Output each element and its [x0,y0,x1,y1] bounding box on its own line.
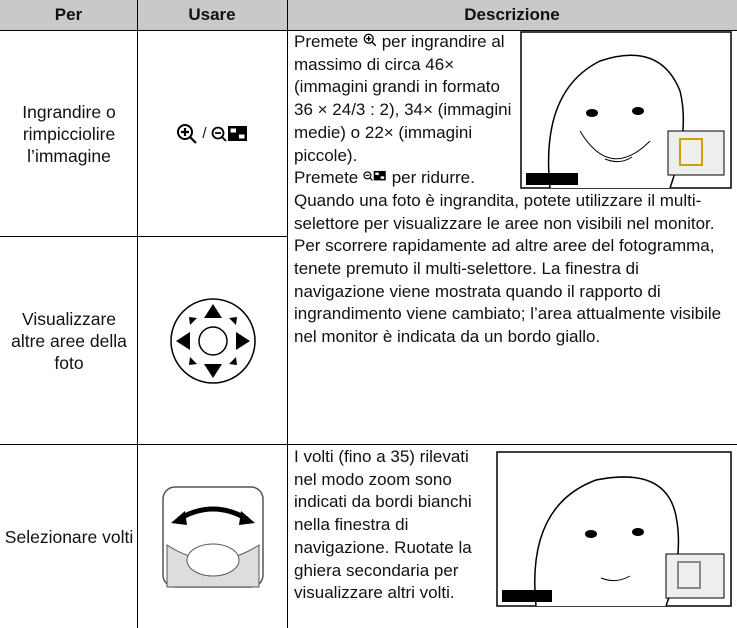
column-line [137,0,138,628]
text: per ridurre. Quando una foto è ingrandit… [294,168,722,347]
row-per: Selezionare volti [4,526,134,547]
separator: / [202,124,207,142]
header-usare: Usare [188,5,236,24]
zoom-in-icon [177,123,198,144]
row-usare [138,237,287,444]
header-descrizione: Descrizione [464,5,560,24]
row-line [0,236,287,237]
zoom-illustration [520,31,732,189]
description: Premete per ingrandire al massimo di cir… [294,31,732,349]
command-dial-icon [161,485,264,588]
row-line [0,444,737,445]
multi-selector-icon [169,297,256,384]
text: per ingrandire al massimo di circa 46× (… [294,32,512,165]
zoom-in-icon [363,33,377,47]
zoom-out-icon [211,125,247,142]
header-per: Per [54,5,83,24]
row-usare [138,445,287,628]
zoom-out-icon [363,171,386,182]
face-illustration [496,451,732,607]
text: Premete [294,168,359,188]
text: Premete [294,32,359,51]
row-per: Visualizzare altre aree della foto [11,308,127,373]
text: I volti (fino a 35) rilevati nel modo zo… [294,447,472,603]
table-header: Per Usare Descrizione [0,0,737,31]
description: I volti (fino a 35) rilevati nel modo zo… [294,446,732,608]
column-line [287,0,288,628]
row-usare: / [138,31,287,236]
row-per: Ingrandire o rimpicciolire l’immagine [22,101,116,166]
